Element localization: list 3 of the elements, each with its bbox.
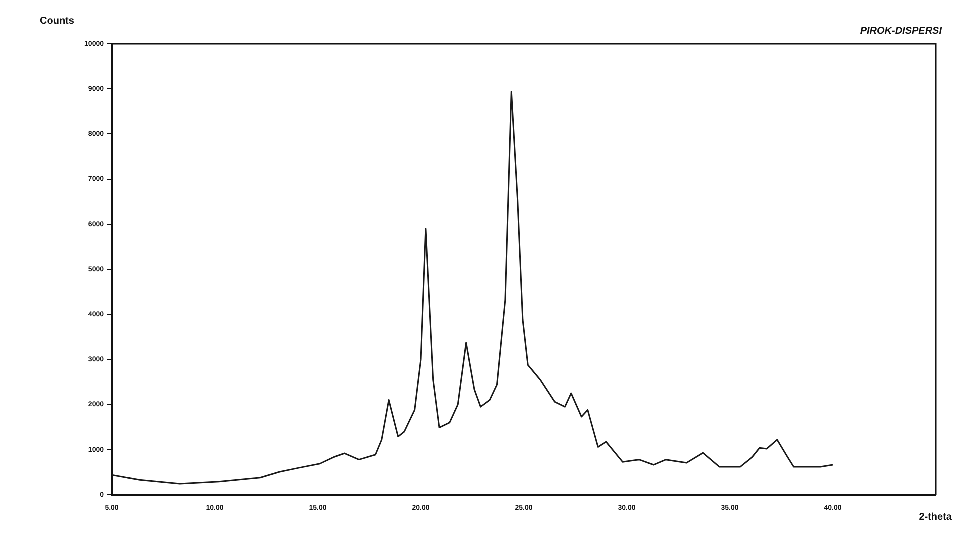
x-axis-title: 2-theta (919, 512, 952, 523)
chart-title: PIROK-DISPERSI (860, 26, 942, 37)
y-axis-title: Counts (40, 16, 74, 27)
